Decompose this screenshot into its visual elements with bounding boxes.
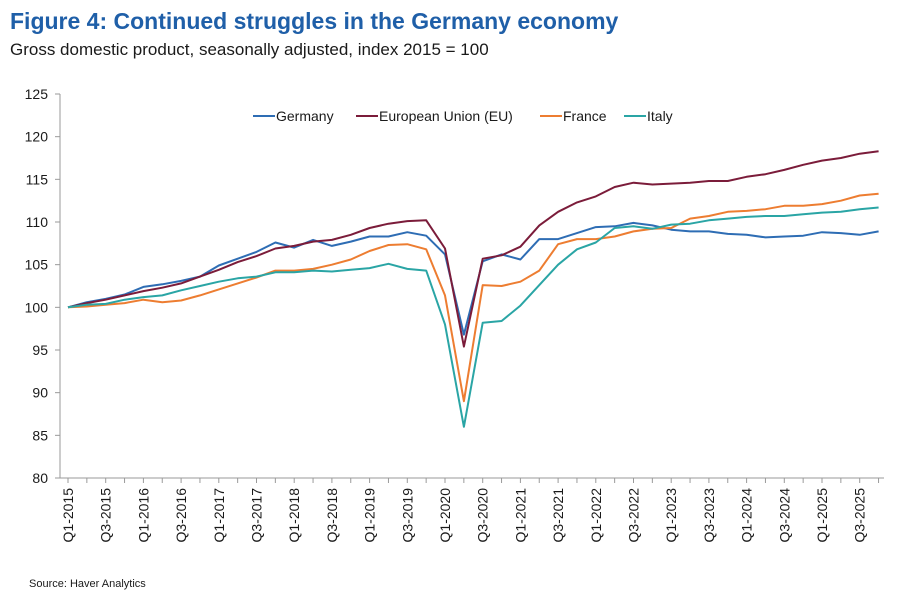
chart-title: Figure 4: Continued struggles in the Ger… bbox=[10, 8, 619, 34]
x-tick-label: Q3-2016 bbox=[173, 488, 189, 543]
y-tick-label: 110 bbox=[26, 214, 49, 230]
series-lines bbox=[67, 150, 879, 428]
x-tick-label: Q1-2019 bbox=[362, 488, 378, 543]
x-tick-label: Q1-2018 bbox=[286, 488, 302, 543]
x-tick-label: Q3-2021 bbox=[550, 488, 566, 543]
y-tick-label: 105 bbox=[25, 257, 49, 273]
series-line-european-union-eu bbox=[67, 150, 879, 348]
x-tick-label: Q1-2024 bbox=[739, 488, 755, 543]
legend-label: Italy bbox=[647, 108, 673, 124]
series-line-france bbox=[67, 192, 879, 403]
y-tick-label: 115 bbox=[26, 171, 49, 187]
x-tick-label: Q3-2023 bbox=[701, 488, 717, 543]
y-tick-label: 125 bbox=[25, 86, 49, 102]
x-tick-label: Q1-2025 bbox=[814, 488, 830, 543]
chart-subtitle: Gross domestic product, seasonally adjus… bbox=[10, 40, 489, 59]
x-tick-label: Q3-2019 bbox=[399, 488, 415, 543]
y-tick-label: 120 bbox=[25, 129, 49, 145]
series-line-germany bbox=[67, 221, 879, 336]
y-tick-label: 85 bbox=[32, 427, 48, 443]
y-tick-label: 80 bbox=[32, 470, 48, 486]
x-tick-label: Q3-2015 bbox=[98, 488, 114, 543]
legend-label: France bbox=[563, 108, 607, 124]
x-tick-label: Q1-2016 bbox=[135, 488, 151, 543]
legend-label: Germany bbox=[276, 108, 334, 124]
x-tick-label: Q3-2018 bbox=[324, 488, 340, 543]
y-tick-label: 100 bbox=[25, 299, 49, 315]
legend-label: European Union (EU) bbox=[379, 108, 513, 124]
x-tick-label: Q3-2024 bbox=[776, 488, 792, 543]
x-tick-label: Q3-2017 bbox=[249, 488, 265, 543]
legend: Germany European Union (EU) France Italy bbox=[253, 108, 673, 124]
x-tick-label: Q3-2020 bbox=[475, 488, 491, 543]
y-axis: 80 85 90 95 100 105 110 115 120 125 bbox=[25, 86, 61, 486]
y-tick-label: 95 bbox=[32, 342, 48, 358]
x-tick-label: Q1-2020 bbox=[437, 488, 453, 543]
y-tick-label: 90 bbox=[32, 385, 48, 401]
x-tick-label: Q3-2022 bbox=[626, 488, 642, 543]
series-line-italy bbox=[67, 206, 879, 428]
x-tick-label: Q1-2015 bbox=[60, 488, 76, 543]
x-tick-label: Q1-2017 bbox=[211, 488, 227, 543]
x-axis: Q1-2015 Q3-2015 Q1-2016 Q3-2016 Q1-2017 Q3-20… bbox=[60, 477, 884, 543]
x-tick-label: Q1-2023 bbox=[663, 488, 679, 543]
source-note: Source: Haver Analytics bbox=[29, 578, 146, 590]
x-tick-label: Q1-2021 bbox=[512, 488, 528, 543]
x-tick-label: Q3-2025 bbox=[852, 488, 868, 543]
x-tick-label: Q1-2022 bbox=[588, 488, 604, 543]
